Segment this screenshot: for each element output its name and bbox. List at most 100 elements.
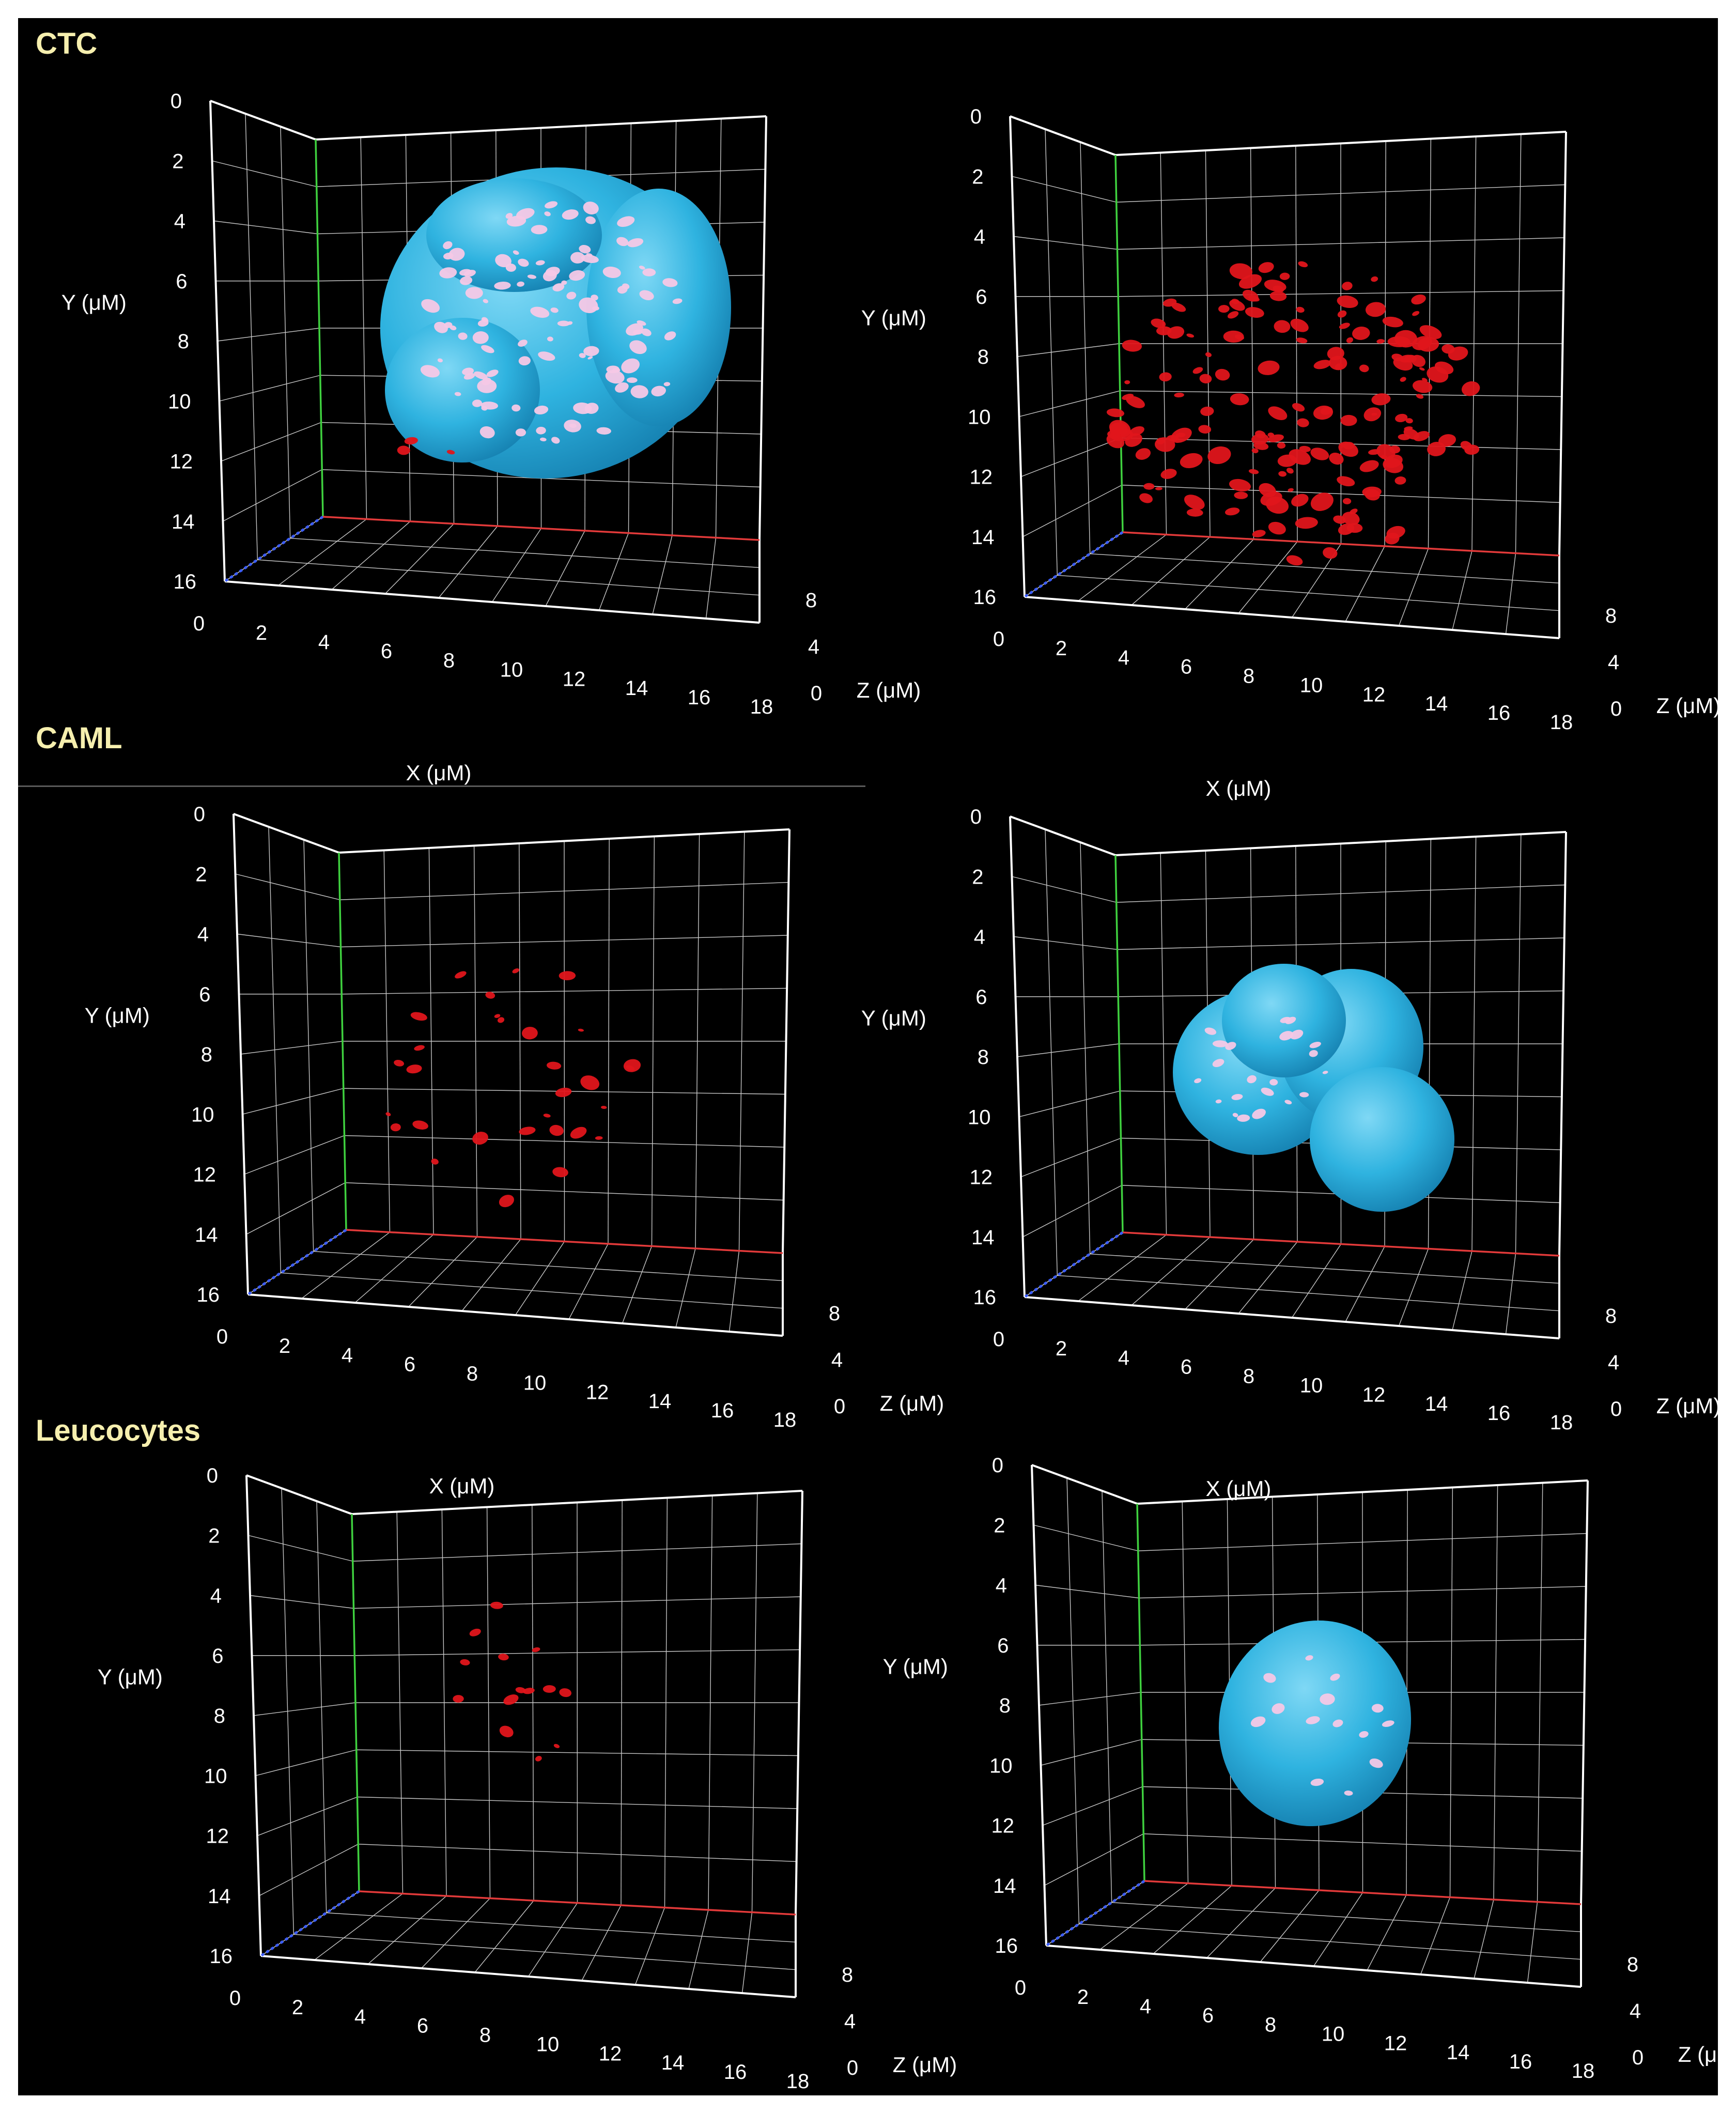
focus-dot <box>539 437 547 442</box>
x-tick-label: 8 <box>1265 2014 1276 2036</box>
tick-labels: 0 2 4 6 8 10 12 14 16 0 2 4 6 8 10 12 14 16 18 0 4 8 Y (μM) X (… <box>861 105 1718 800</box>
left-grid-horizontal <box>246 1182 346 1235</box>
focus-dot <box>1174 392 1184 398</box>
back-grid-horizontal <box>1116 884 1566 903</box>
back-grid-horizontal <box>1143 1833 1582 1852</box>
focus-dot <box>615 382 629 393</box>
focus-dot <box>1309 1050 1318 1057</box>
section-divider <box>18 785 865 787</box>
panel-caml-nucleus: 0 2 4 6 8 10 12 14 16 0 2 4 6 8 10 12 14 16 18 0 4 8 Y (μM) X (… <box>18 18 1718 2095</box>
x-tick-label: 2 <box>292 1996 303 2019</box>
x-tick-label: 12 <box>1384 2032 1407 2055</box>
floor-grid-depth <box>354 1234 434 1303</box>
focus-dot <box>1171 427 1192 443</box>
x-tick-label: 0 <box>993 628 1004 651</box>
focus-dot <box>499 1195 514 1208</box>
back-grid-horizontal <box>340 935 788 948</box>
focus-dot <box>1235 334 1244 340</box>
left-grid-horizontal <box>237 933 341 948</box>
figure: CTC CAML Leucocytes 0 2 4 6 8 10 12 14 16 0 2 4 6 8 10… <box>18 18 1718 2095</box>
focus-dot <box>483 299 489 303</box>
floor-grid-depth <box>1078 534 1167 601</box>
frame-front-bottom <box>1024 596 1560 639</box>
z-axis-blue <box>247 1228 347 1296</box>
floor-grid-width <box>313 1251 783 1282</box>
focus-dot <box>446 450 455 455</box>
focus-dot <box>443 241 453 250</box>
focus-dot <box>1376 339 1385 344</box>
focus-dot <box>1268 521 1286 535</box>
focus-dot <box>515 428 526 437</box>
floor-grid-depth <box>1153 1885 1232 1954</box>
focus-dot <box>460 1659 470 1665</box>
y-tick-label: 6 <box>975 986 987 1009</box>
focus-dot <box>592 306 599 311</box>
x-tick-label: 0 <box>229 1987 241 2010</box>
x-tick-label: 10 <box>1300 1374 1323 1397</box>
y-axis-title: Y (μM) <box>861 1006 926 1030</box>
frame-right-back <box>1558 831 1567 1256</box>
focus-dot <box>1218 305 1230 313</box>
floor-grid-depth <box>367 1895 447 1965</box>
y-tick-label: 2 <box>972 165 983 188</box>
focus-dot <box>1342 512 1360 526</box>
floor-grid-depth <box>1420 1897 1451 1975</box>
focus-dot <box>542 1685 556 1693</box>
z-axis-title: Z (μM) <box>1678 2042 1718 2066</box>
focus-dot <box>490 1601 503 1609</box>
focus-dot <box>553 1743 560 1748</box>
focus-dot <box>581 254 599 264</box>
left-grid-horizontal <box>248 1535 353 1562</box>
x-tick-label: 12 <box>586 1381 609 1403</box>
focus-dot <box>1342 282 1353 290</box>
floor-grid-width <box>1090 553 1560 584</box>
y-tick-label: 16 <box>197 1284 220 1306</box>
x-tick-label: 6 <box>404 1353 415 1376</box>
x-tick-label: 14 <box>661 2051 685 2074</box>
focus-dot <box>633 329 643 335</box>
section-label-leucocytes: Leucocytes <box>36 1414 201 1447</box>
focus-dot <box>579 353 586 358</box>
z-tick-label: 0 <box>847 2057 858 2079</box>
focus-dot <box>1234 491 1248 499</box>
z-tick-label: 0 <box>1610 698 1622 720</box>
focus-dot <box>518 340 528 347</box>
left-grid-horizontal <box>1020 437 1121 477</box>
focus-dot <box>506 215 526 227</box>
focus-dot <box>1359 364 1369 373</box>
back-grid-horizontal <box>345 1182 784 1201</box>
frame-top-left <box>1010 115 1116 156</box>
left-grid-horizontal <box>1042 1786 1143 1826</box>
frame-right-back <box>1558 131 1567 556</box>
back-grid-horizontal <box>353 1596 801 1609</box>
focus-dot <box>1371 393 1391 406</box>
focus-dot <box>1122 340 1142 352</box>
tick-labels: 0 2 4 6 8 10 12 14 16 0 2 4 6 8 10 12 14 16 18 0 4 8 Y (μM) X (… <box>61 90 921 785</box>
focus-dot <box>555 1087 572 1098</box>
focus-dot <box>579 244 591 254</box>
focus-dot <box>1359 460 1379 472</box>
focus-dot <box>1411 354 1425 367</box>
focus-dot <box>595 1136 603 1140</box>
focus-dot <box>578 1028 584 1032</box>
x-tick-label: 10 <box>1322 2023 1345 2045</box>
x-tick-label: 6 <box>1181 656 1192 678</box>
focus-dot <box>1263 1673 1276 1683</box>
focus-dot <box>1248 469 1259 474</box>
floor-grid-width <box>290 537 760 568</box>
focus-dot <box>437 358 443 363</box>
frame-top-back <box>1115 131 1567 156</box>
focus-dot <box>1363 407 1382 422</box>
focus-dot <box>583 346 599 357</box>
focus-dot <box>1290 318 1309 332</box>
focus-dot <box>1230 393 1249 406</box>
focus-dot <box>1365 489 1380 501</box>
y-tick-label: 10 <box>968 406 991 428</box>
section-label-ctc: CTC <box>36 27 98 60</box>
x-tick-label: 12 <box>563 668 586 690</box>
focus-dot <box>1237 1114 1250 1122</box>
focus-dot <box>494 1014 501 1018</box>
focus-dot <box>1384 454 1403 468</box>
floor-grid-depth <box>1345 1246 1385 1322</box>
left-grid-horizontal <box>1017 343 1120 357</box>
